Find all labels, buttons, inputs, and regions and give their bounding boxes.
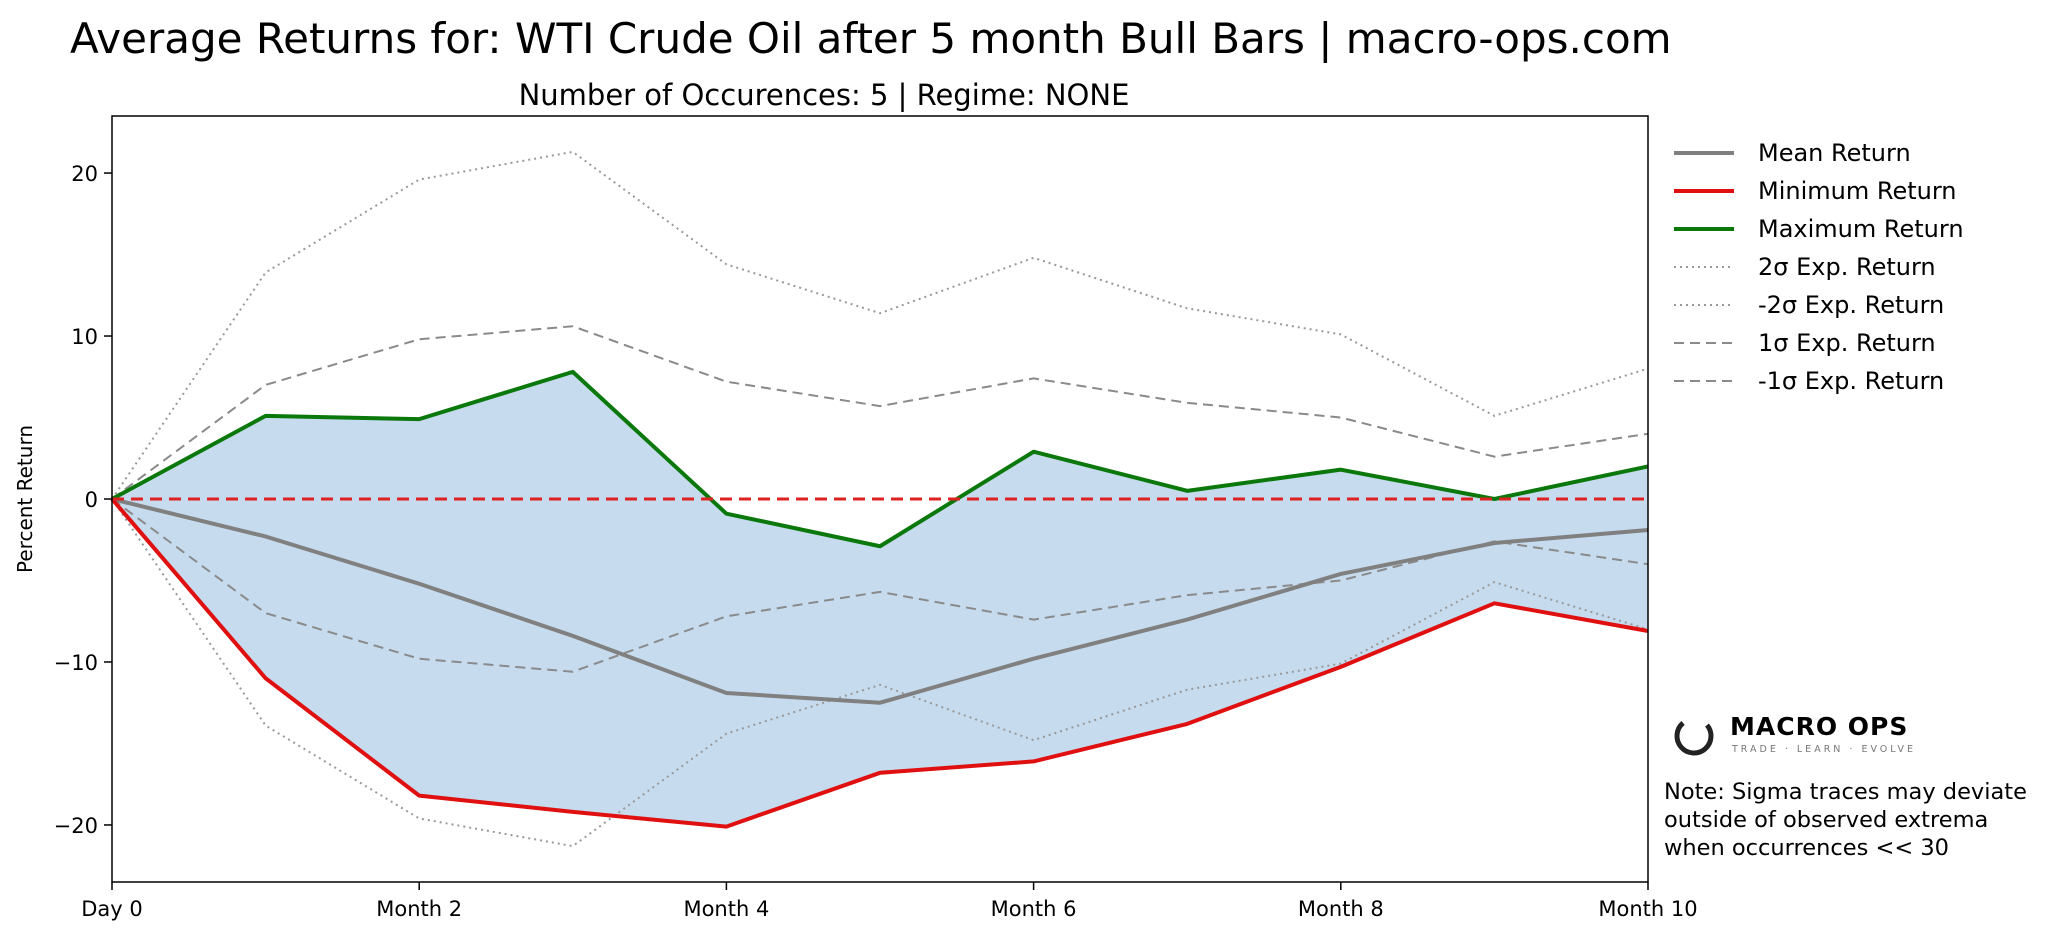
fill-band-layer	[112, 371, 1648, 827]
legend-item-mean-return: Mean Return	[1672, 134, 2032, 172]
note-line-2: outside of observed extrema	[1664, 807, 1989, 833]
legend-item-1sigma-exp-return: -1σ Exp. Return	[1672, 362, 2032, 400]
chart-title: Average Returns for: WTI Crude Oil after…	[70, 14, 1672, 63]
y-axis-label: Percent Return	[13, 425, 37, 573]
legend-item-maximum-return: Maximum Return	[1672, 210, 2032, 248]
legend-label: -1σ Exp. Return	[1758, 367, 1945, 395]
note-line-1: Note: Sigma traces may deviate	[1664, 779, 2027, 805]
x-tick-label: Month 4	[683, 897, 769, 921]
y-tick-label: −20	[54, 814, 98, 838]
sigma-note: Note: Sigma traces may deviate outside o…	[1664, 778, 2036, 862]
legend-swatch	[1674, 266, 1734, 268]
x-tick-label: Month 8	[1298, 897, 1384, 921]
chart-subtitle: Number of Occurences: 5 | Regime: NONE	[518, 78, 1130, 112]
series-line-minimum-return	[110, 497, 1649, 829]
legend-swatch	[1674, 342, 1734, 344]
legend-swatch	[1674, 189, 1734, 193]
series-line-2sigma-exp-return	[111, 498, 1649, 848]
legend-label: Maximum Return	[1758, 215, 1964, 243]
legend-swatch	[1674, 380, 1734, 382]
y-tick-label: 20	[71, 162, 98, 186]
logo-name: MACRO OPS	[1730, 712, 1909, 741]
y-tick-label: 10	[71, 325, 98, 349]
series-line-mean-return	[111, 497, 1649, 705]
macro-ops-logo: MACRO OPS TRADE · LEARN · EVOLVE	[1672, 710, 1992, 762]
legend-label: 2σ Exp. Return	[1758, 253, 1936, 281]
y-tick-label: 0	[85, 488, 98, 512]
x-tick-label: Day 0	[81, 897, 143, 921]
series-lines-layer	[110, 150, 1649, 848]
series-line-2sigma-exp-return	[111, 150, 1649, 500]
legend-item-2sigma-exp-return: -2σ Exp. Return	[1672, 286, 2032, 324]
y-tick-label: −10	[54, 651, 98, 675]
legend-swatch	[1674, 151, 1734, 155]
note-line-3: when occurrences << 30	[1664, 835, 1949, 861]
legend-swatch	[1674, 304, 1734, 306]
legend-swatch	[1674, 227, 1734, 231]
ring-logo-icon	[1674, 716, 1714, 756]
x-tick-label: Month 6	[991, 897, 1077, 921]
x-tick-label: Month 2	[376, 897, 462, 921]
legend-label: Minimum Return	[1758, 177, 1957, 205]
min-max-fill-band	[112, 371, 1648, 827]
axes-layer: Day 0 Month 2 Month 4 Month 6 Month 8 Month 1…	[54, 115, 1698, 921]
logo-tagline: TRADE · LEARN · EVOLVE	[1732, 744, 1917, 755]
legend-label: Mean Return	[1758, 139, 1911, 167]
legend-label: 1σ Exp. Return	[1758, 329, 1936, 357]
series-line-maximum-return	[111, 369, 1649, 549]
legend: Mean Return Minimum Return Maximum Return 2…	[1672, 134, 2032, 400]
legend-item-2sigma-exp-return: 2σ Exp. Return	[1672, 248, 2032, 286]
x-tick-label: Month 10	[1598, 897, 1697, 921]
series-line-1sigma-exp-return	[111, 325, 1649, 500]
legend-item-1sigma-exp-return: 1σ Exp. Return	[1672, 324, 2032, 362]
legend-item-minimum-return: Minimum Return	[1672, 172, 2032, 210]
legend-label: -2σ Exp. Return	[1758, 291, 1945, 319]
series-line-1sigma-exp-return	[111, 498, 1649, 673]
